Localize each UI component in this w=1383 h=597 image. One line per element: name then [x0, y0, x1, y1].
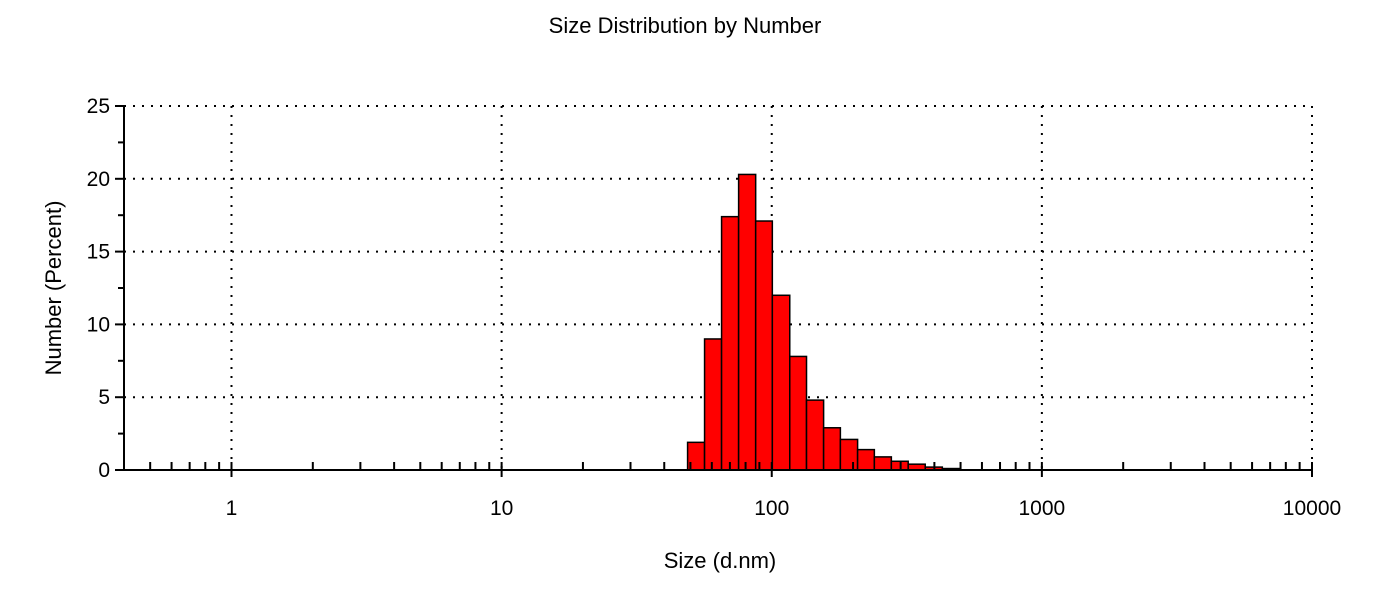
histogram-bar — [754, 220, 774, 471]
histogram-bar — [703, 338, 723, 471]
tick-labels: 0 5 10 15 20 25 1 10 100 1000 10000 — [87, 95, 1342, 520]
histogram-bar — [839, 438, 859, 471]
y-tick-label: 5 — [98, 386, 110, 409]
histogram-bar — [737, 173, 757, 471]
y-axis-label: Number (Percent) — [41, 201, 66, 376]
histogram-bar — [805, 399, 825, 471]
y-tick-label: 15 — [87, 241, 110, 264]
chart-title: Size Distribution by Number — [549, 13, 822, 38]
y-tick-label: 20 — [87, 168, 110, 191]
histogram-bar — [856, 448, 876, 471]
histogram-bar — [771, 294, 791, 471]
axes — [115, 105, 1313, 477]
x-axis-label: Size (d.nm) — [664, 548, 776, 573]
y-tick-label: 10 — [87, 313, 110, 336]
x-tick-label: 10000 — [1283, 497, 1341, 520]
x-tick-label: 10 — [490, 497, 513, 520]
x-tick-label: 100 — [754, 497, 789, 520]
gridlines — [124, 105, 1313, 470]
x-tick-label: 1 — [226, 497, 238, 520]
histogram-bar — [720, 215, 740, 471]
histogram-bar — [822, 427, 842, 471]
histogram-bars — [686, 173, 961, 471]
y-tick-label: 25 — [87, 95, 110, 118]
x-tick-label: 1000 — [1019, 497, 1066, 520]
y-tick-label: 0 — [98, 459, 110, 482]
histogram-bar — [789, 355, 808, 471]
histogram-bar — [873, 456, 893, 471]
